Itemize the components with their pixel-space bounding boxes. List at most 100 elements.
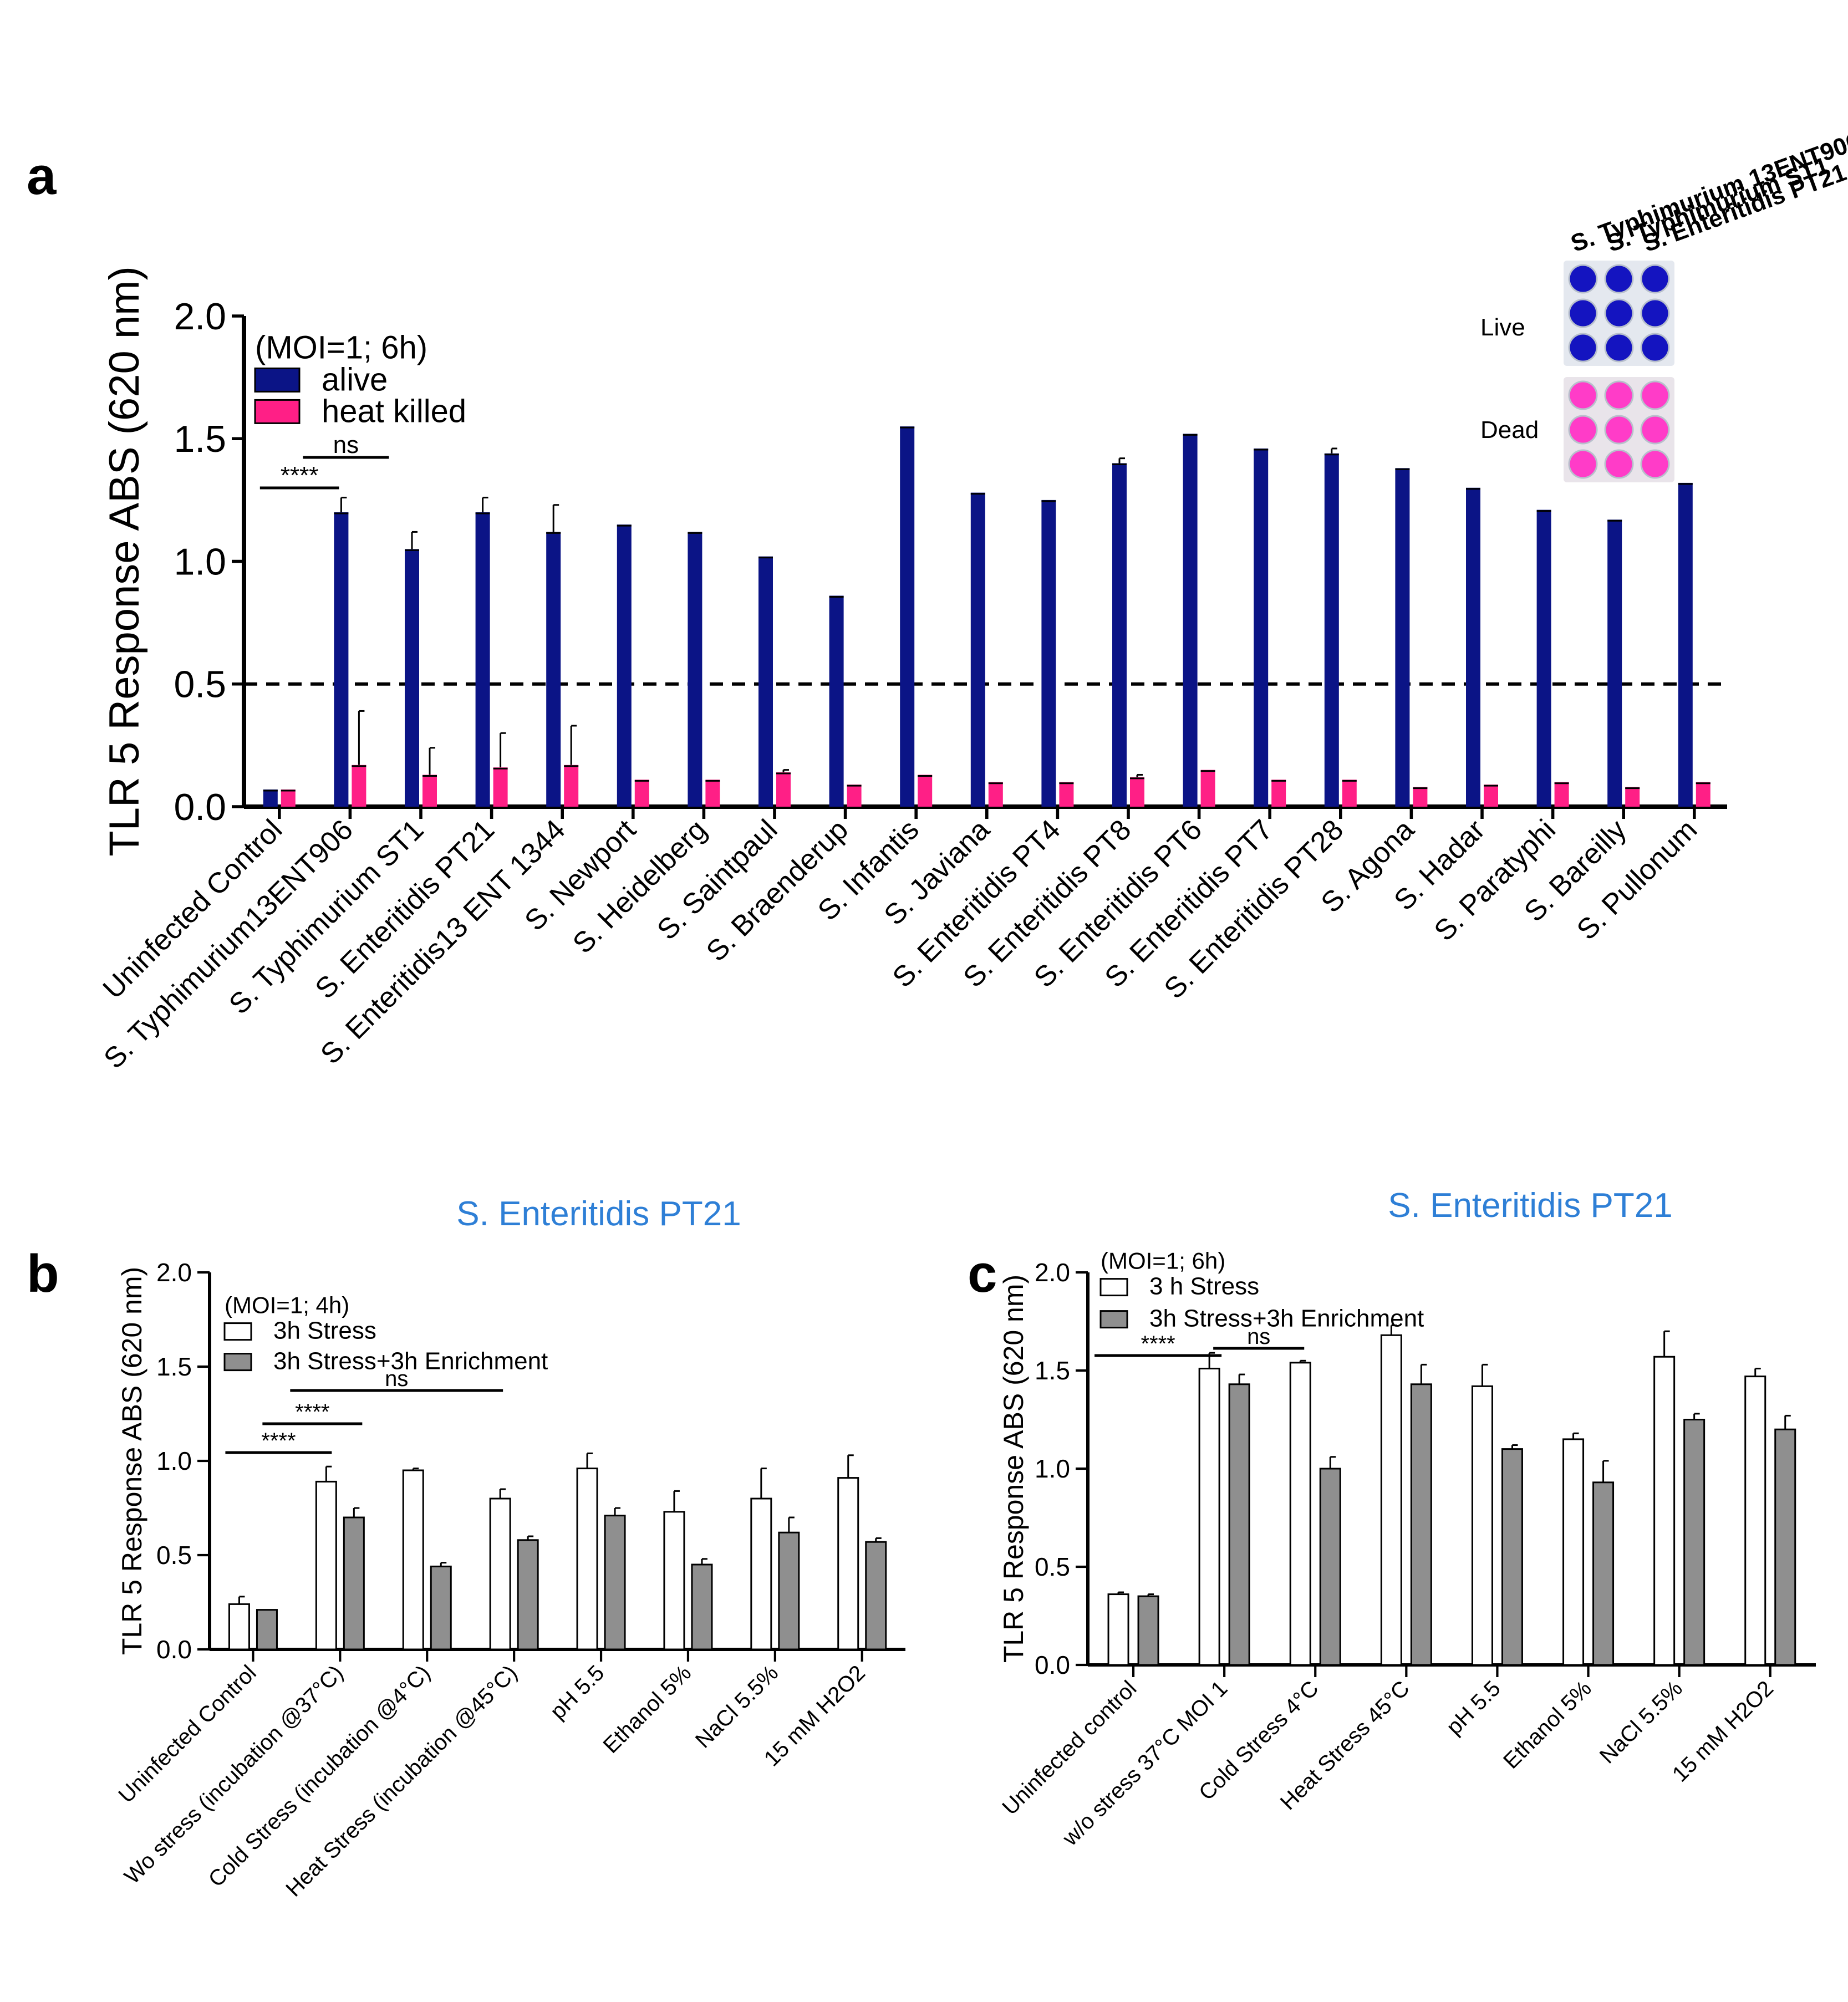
bar-s2 bbox=[691, 1563, 713, 1650]
bar-s1 bbox=[546, 532, 561, 807]
bar-s1 bbox=[1107, 1593, 1129, 1666]
category-label: pH 5.5 bbox=[1442, 1676, 1505, 1739]
legend-label: alive bbox=[322, 361, 388, 398]
bar-s1 bbox=[688, 532, 702, 807]
bar-s2 bbox=[1319, 1468, 1341, 1666]
y-tick-label: 1.0 bbox=[174, 541, 226, 583]
plate-well bbox=[1640, 298, 1670, 328]
legend-label: 3h Stress+3h Enrichment bbox=[1149, 1305, 1424, 1332]
plate-well bbox=[1640, 449, 1670, 479]
bar-s1 bbox=[1380, 1334, 1402, 1666]
bar-s2 bbox=[352, 765, 366, 807]
bar-s2 bbox=[1059, 782, 1074, 807]
plate-wells bbox=[1568, 264, 1670, 479]
legend-swatch bbox=[1099, 1278, 1128, 1297]
significance-label: ns bbox=[1247, 1325, 1270, 1349]
bar-s2 bbox=[1228, 1383, 1250, 1666]
bar-s1 bbox=[1653, 1356, 1676, 1666]
bar-s1 bbox=[475, 512, 490, 807]
category-label: w/o stress 37°C MOI 1 bbox=[1057, 1676, 1232, 1851]
bar-s1 bbox=[1466, 487, 1480, 807]
plate-well bbox=[1640, 264, 1670, 294]
y-tick-label: 1.0 bbox=[156, 1446, 192, 1475]
bar-s2 bbox=[1774, 1428, 1796, 1666]
bar-s2 bbox=[918, 775, 933, 807]
legend-swatch bbox=[223, 1322, 252, 1341]
bar-s1 bbox=[263, 789, 278, 807]
panel-c-title: S. Enteritidis PT21 bbox=[1388, 1186, 1672, 1225]
legend-swatch bbox=[1099, 1310, 1128, 1329]
plate-well bbox=[1568, 298, 1598, 328]
bar-s2 bbox=[1696, 782, 1710, 807]
chart-a: 0.0 0.5 1.0 1.5 2.0 TLR 5 Response ABS (620 n… bbox=[97, 266, 1727, 1075]
y-axis-title: TLR 5 Response ABS (620 nm) bbox=[998, 1275, 1029, 1663]
bar-s2 bbox=[1413, 787, 1428, 807]
plate-well bbox=[1568, 415, 1598, 445]
significance-label: **** bbox=[295, 1400, 329, 1424]
significance-label: ns bbox=[385, 1367, 408, 1391]
y-tick-label: 2.0 bbox=[156, 1258, 192, 1287]
bar-s1 bbox=[837, 1477, 859, 1650]
y-tick-label: 1.5 bbox=[174, 418, 226, 460]
inset-row-dead: Dead bbox=[1480, 416, 1539, 444]
y-tick-label: 1.5 bbox=[156, 1352, 192, 1381]
bar-s1 bbox=[750, 1497, 772, 1650]
legend-title: (MOI=1; 6h) bbox=[1101, 1248, 1225, 1274]
bar-s2 bbox=[1554, 782, 1569, 807]
bar-s2 bbox=[1484, 785, 1498, 807]
category-label: NaCl 5.5% bbox=[1595, 1676, 1687, 1768]
bar-s1 bbox=[489, 1497, 511, 1650]
y-tick-label: 0.0 bbox=[1035, 1650, 1070, 1679]
bar-s1 bbox=[334, 512, 349, 807]
bar-s1 bbox=[1112, 463, 1127, 807]
bar-s1 bbox=[1289, 1362, 1311, 1666]
bar-s1 bbox=[1471, 1385, 1493, 1666]
bar-s2 bbox=[493, 767, 508, 807]
y-tick-label: 0.5 bbox=[1035, 1552, 1070, 1581]
bar-s2 bbox=[564, 765, 579, 807]
legend-label: 3 h Stress bbox=[1149, 1273, 1259, 1300]
category-label: Ethanol 5% bbox=[1499, 1676, 1596, 1774]
bar-s2 bbox=[865, 1541, 887, 1650]
inset-row-live: Live bbox=[1480, 314, 1525, 341]
y-axis-title: TLR 5 Response ABS (620 nm) bbox=[116, 1267, 147, 1655]
bar-s2 bbox=[1410, 1383, 1432, 1666]
bar-s2 bbox=[422, 775, 437, 807]
bar-s1 bbox=[1041, 500, 1056, 807]
bar-s2 bbox=[1683, 1419, 1706, 1666]
panel-letter-c: c bbox=[968, 1244, 997, 1303]
bar-s2 bbox=[430, 1565, 452, 1650]
panel-letter-a: a bbox=[27, 146, 57, 206]
bar-s2 bbox=[1592, 1481, 1615, 1666]
bar-s2 bbox=[847, 785, 862, 807]
bar-s2 bbox=[1130, 777, 1144, 807]
plate-well bbox=[1604, 333, 1634, 363]
bar-s1 bbox=[617, 524, 632, 807]
y-tick-label: 0.0 bbox=[156, 1635, 192, 1664]
plate-well bbox=[1604, 380, 1634, 410]
legend-swatch bbox=[254, 399, 301, 424]
bar-s1 bbox=[1395, 468, 1410, 807]
bar-s1 bbox=[1562, 1438, 1585, 1666]
bar-s1 bbox=[1744, 1376, 1766, 1666]
bar-s1 bbox=[1324, 453, 1339, 807]
bar-s2 bbox=[1137, 1595, 1159, 1666]
category-label: pH 5.5 bbox=[546, 1660, 609, 1724]
bar-s2 bbox=[256, 1609, 278, 1650]
bar-s2 bbox=[776, 772, 791, 807]
y-tick-label: 1.0 bbox=[1035, 1454, 1070, 1483]
plate-well bbox=[1568, 380, 1598, 410]
legend-title: (MOI=1; 6h) bbox=[255, 329, 427, 365]
category-label: Ethanol 5% bbox=[599, 1660, 696, 1758]
plate-well bbox=[1568, 333, 1598, 363]
bar-s2 bbox=[1501, 1448, 1523, 1666]
bar-s2 bbox=[1200, 770, 1215, 807]
legend-swatch bbox=[223, 1353, 252, 1372]
bar-s1 bbox=[405, 549, 419, 807]
legend-label: heat killed bbox=[322, 393, 466, 429]
plate-inset: S. Typhimurium 13ENT906 S. Typhimurium S… bbox=[1480, 128, 1848, 482]
bar-s2 bbox=[1342, 780, 1357, 807]
chart-b: 0.0 0.5 1.0 1.5 2.0 TLR 5 Response ABS (620 n… bbox=[114, 1258, 905, 1902]
bar-s1 bbox=[970, 492, 985, 807]
